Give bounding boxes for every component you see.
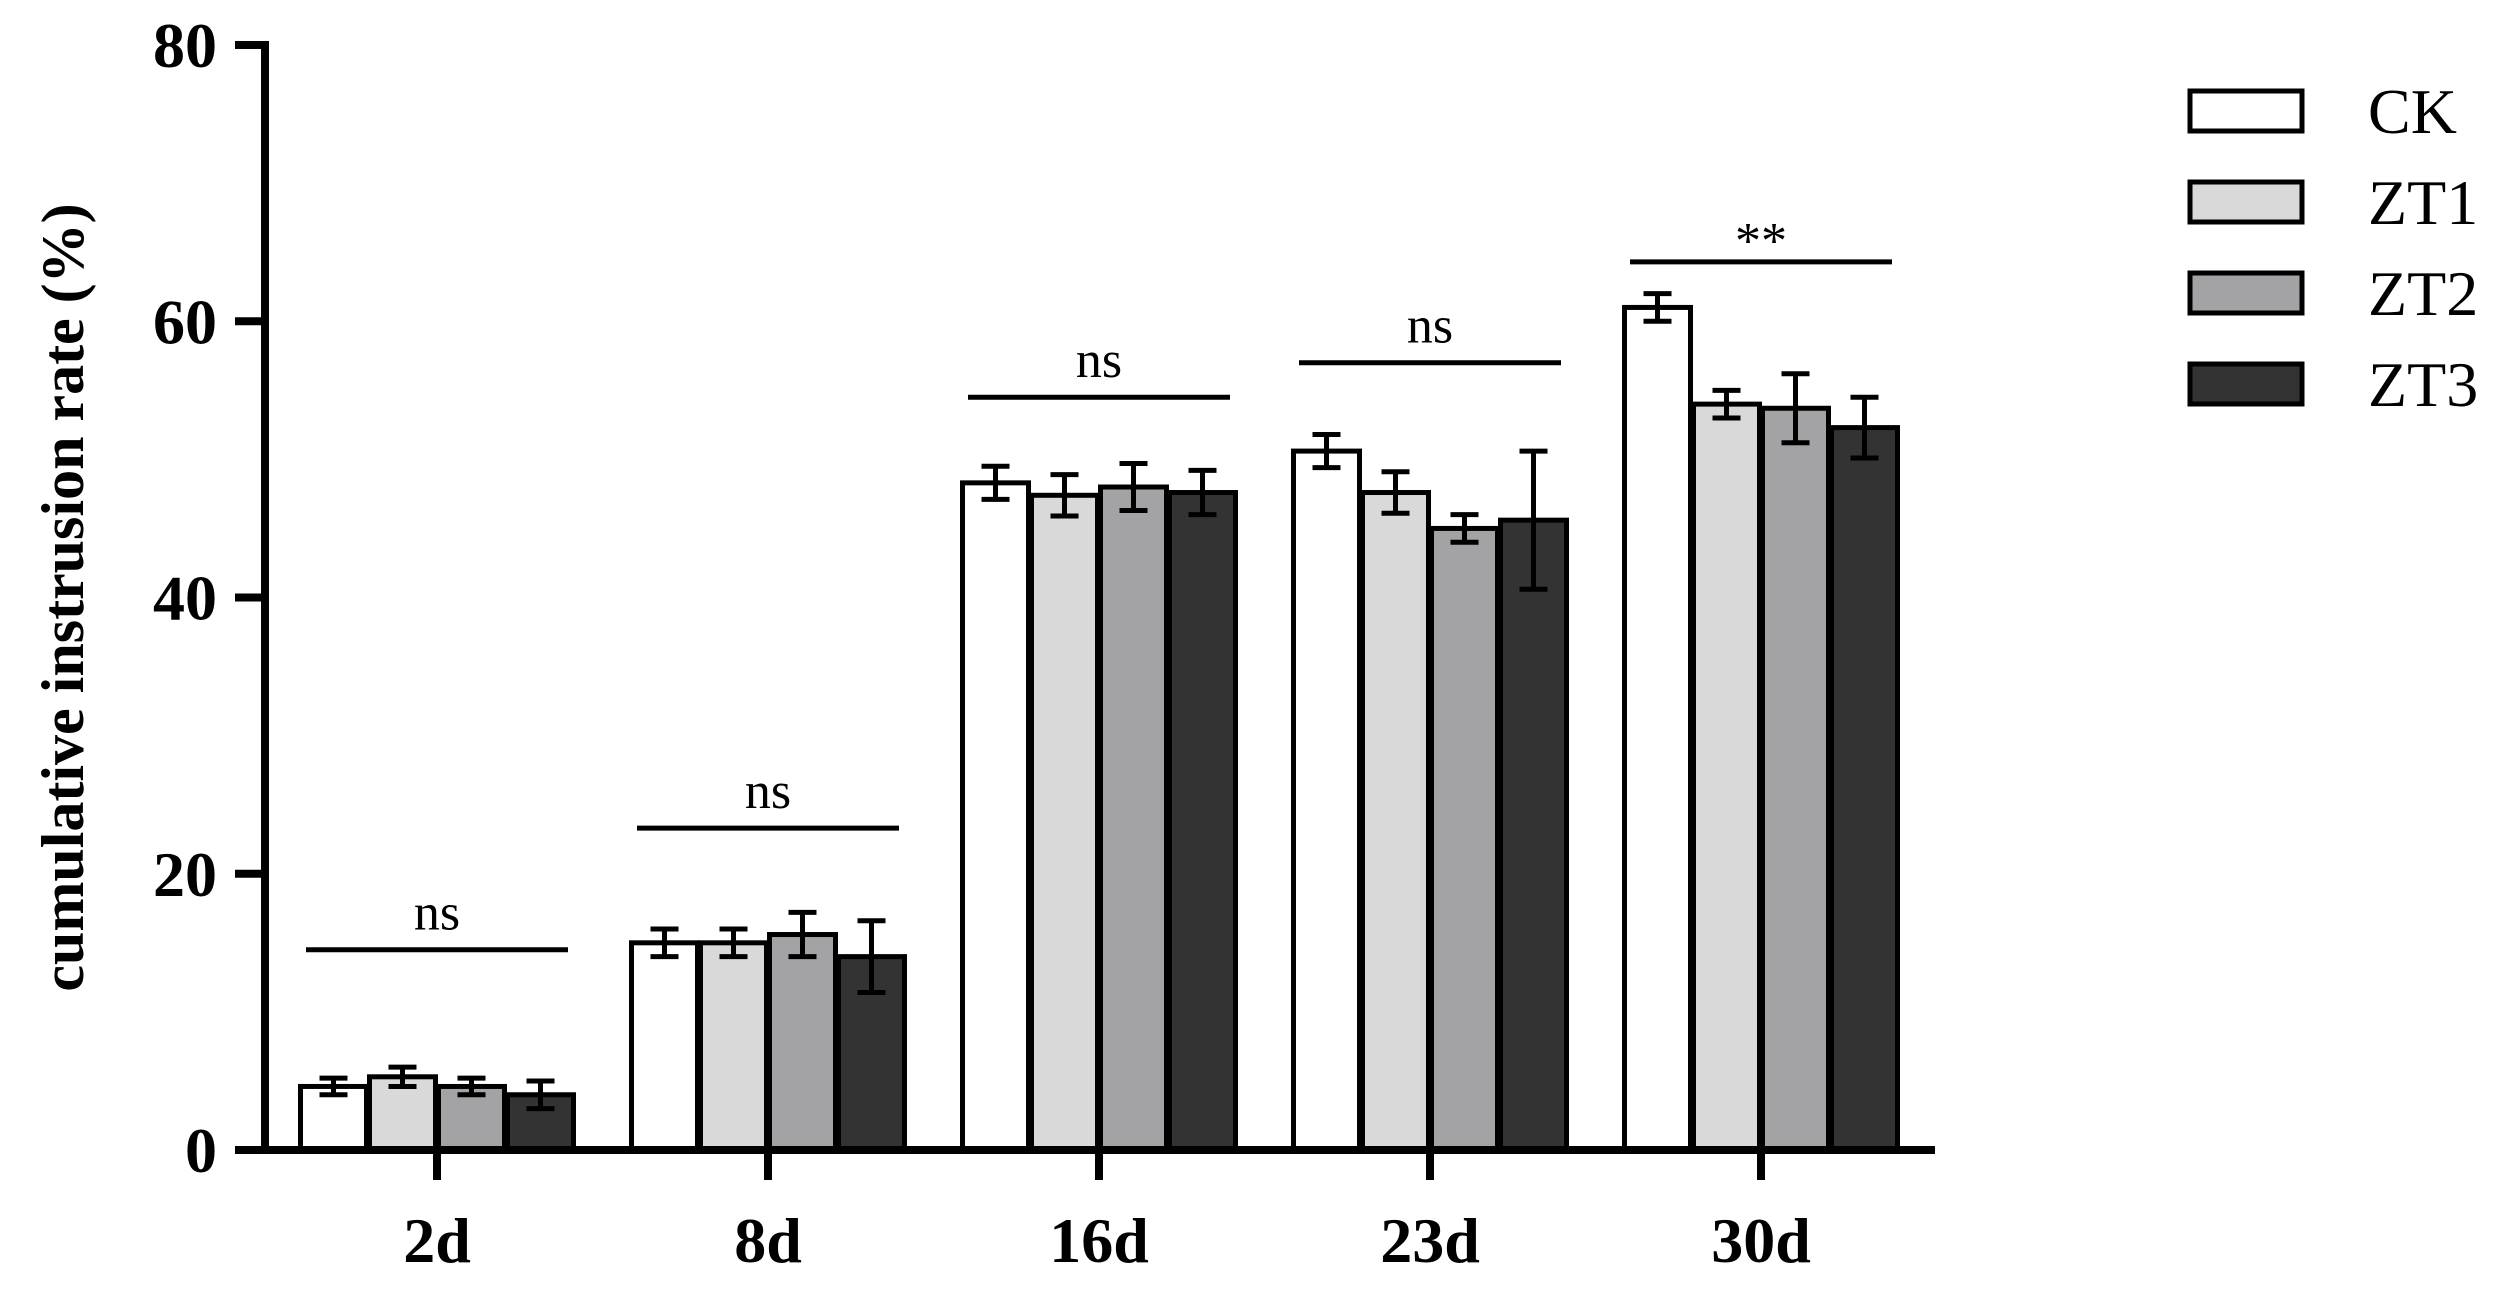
bars-layer [298,304,1900,1153]
error-bar-zt3-16d [1188,467,1217,518]
error-bar-zt3-8d [857,918,886,996]
legend-item-zt3: ZT3 [2187,349,2478,420]
legend: CK ZT1 ZT2 ZT3 [2187,76,2478,420]
significance-label-30d: ** [1735,213,1787,270]
error-bar-zt1-23d [1381,469,1410,516]
error-bar-zt1-2d [388,1064,417,1089]
legend-label-zt3: ZT3 [2368,349,2478,420]
significance-label-23d: ns [1407,298,1453,355]
bar-zt3-16d [1167,490,1238,1153]
error-bar-ck-30d [1643,291,1672,324]
y-tick-label-0: 0 [185,1115,217,1186]
error-bar-ck-16d [981,463,1010,502]
y-tick-label-20: 20 [153,839,217,910]
legend-swatch-zt3 [2187,361,2305,407]
error-bar-zt2-2d [457,1075,486,1098]
bar-zt3-30d [1829,425,1900,1153]
bar-ck-8d [629,940,700,1153]
error-bar-zt2-30d [1781,371,1810,446]
error-bar-ck-2d [319,1075,348,1098]
error-bar-ck-8d [650,926,679,960]
legend-label-zt1: ZT1 [2368,167,2478,238]
y-tick-label-80: 80 [153,10,217,81]
x-tick-label-16d: 16d [1049,1205,1149,1276]
error-bar-zt1-16d [1050,472,1079,519]
bar-ck-23d [1291,448,1362,1153]
error-bar-zt3-2d [526,1078,555,1112]
error-bar-zt1-8d [719,926,748,960]
error-bar-ck-23d [1312,432,1341,471]
error-bar-zt2-8d [788,909,817,960]
bar-ck-30d [1622,304,1693,1153]
y-tick-label-40: 40 [153,563,217,634]
legend-item-ck: CK [2187,76,2457,147]
axes-layer: 0 20 40 60 80 2d 8d 16d 23d 30d cumulative instrus… [30,10,1935,1276]
bar-zt3-2d [505,1092,576,1153]
x-tick-label-30d: 30d [1711,1205,1811,1276]
bar-zt2-16d [1098,484,1169,1153]
significance-label-16d: ns [1076,332,1122,389]
y-axis-title: cumulative instrusion rate (%) [30,203,96,991]
error-bar-zt3-23d [1519,448,1548,592]
error-bar-zt2-23d [1450,512,1479,545]
bar-zt2-23d [1429,525,1500,1153]
legend-item-zt1: ZT1 [2187,167,2478,238]
significance-layer: ns ns ns ns ** [306,213,1892,953]
significance-label-8d: ns [745,763,791,820]
error-bar-zt1-30d [1712,387,1741,421]
bar-zt1-8d [698,940,769,1153]
bar-zt2-30d [1760,405,1831,1153]
bar-zt3-23d [1498,517,1569,1153]
significance-label-2d: ns [414,885,460,942]
y-tick-label-60: 60 [153,286,217,357]
x-tick-label-8d: 8d [734,1205,802,1276]
x-tick-label-2d: 2d [403,1205,471,1276]
error-bar-zt3-30d [1850,394,1879,461]
legend-swatch-ck [2187,88,2305,134]
x-tick-label-23d: 23d [1380,1205,1480,1276]
bar-ck-16d [960,480,1031,1153]
bar-zt1-30d [1691,401,1762,1153]
legend-item-zt2: ZT2 [2187,258,2478,329]
bar-zt2-8d [767,932,838,1153]
error-bars-layer [319,291,1879,1112]
legend-label-zt2: ZT2 [2368,258,2478,329]
error-bar-zt2-16d [1119,461,1148,513]
bar-zt1-23d [1360,490,1431,1153]
legend-swatch-zt1 [2187,179,2305,225]
bar-zt1-16d [1029,492,1100,1153]
legend-swatch-zt2 [2187,270,2305,316]
legend-label-ck: CK [2368,76,2457,147]
